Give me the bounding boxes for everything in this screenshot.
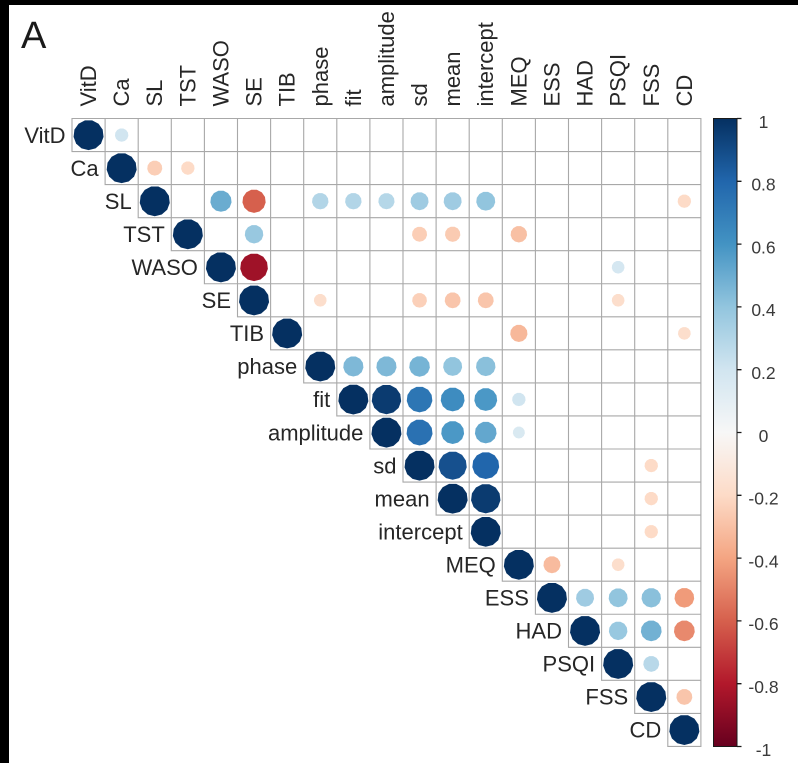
svg-text:WASO: WASO <box>131 255 197 280</box>
svg-text:ESS: ESS <box>485 586 529 611</box>
svg-text:0.4: 0.4 <box>751 300 776 320</box>
svg-text:TST: TST <box>123 222 165 247</box>
svg-text:0.8: 0.8 <box>751 175 775 195</box>
svg-text:FSS: FSS <box>585 685 628 710</box>
svg-text:fit: fit <box>313 387 330 412</box>
svg-text:amplitude: amplitude <box>268 420 363 445</box>
svg-text:PSQI: PSQI <box>606 54 631 107</box>
svg-text:Ca: Ca <box>70 156 99 181</box>
svg-text:PSQI: PSQI <box>543 652 596 677</box>
svg-text:CD: CD <box>630 718 662 743</box>
svg-text:TST: TST <box>175 65 200 107</box>
svg-text:VitD: VitD <box>24 123 65 148</box>
svg-text:mean: mean <box>440 51 465 106</box>
svg-text:A: A <box>21 15 47 57</box>
svg-text:HAD: HAD <box>516 619 562 644</box>
svg-text:-0.8: -0.8 <box>748 677 778 697</box>
svg-text:0.6: 0.6 <box>751 237 775 257</box>
svg-text:phase: phase <box>308 47 333 107</box>
svg-text:0.2: 0.2 <box>751 363 775 383</box>
svg-text:SE: SE <box>202 288 231 313</box>
svg-text:Ca: Ca <box>109 78 134 107</box>
svg-text:VitD: VitD <box>76 65 101 106</box>
svg-text:WASO: WASO <box>209 40 234 106</box>
svg-text:FSS: FSS <box>639 64 664 107</box>
svg-text:TIB: TIB <box>230 321 264 346</box>
svg-text:TIB: TIB <box>275 72 300 106</box>
svg-text:ESS: ESS <box>540 62 565 106</box>
svg-text:SL: SL <box>142 80 167 107</box>
svg-text:mean: mean <box>375 486 430 511</box>
svg-text:intercept: intercept <box>473 22 498 106</box>
svg-text:sd: sd <box>373 453 396 478</box>
svg-text:CD: CD <box>672 75 697 107</box>
svg-text:-0.2: -0.2 <box>748 489 778 509</box>
svg-text:0: 0 <box>759 426 769 446</box>
svg-text:SL: SL <box>105 189 132 214</box>
svg-text:fit: fit <box>341 89 366 106</box>
svg-text:amplitude: amplitude <box>374 11 399 106</box>
svg-text:-0.6: -0.6 <box>748 614 778 634</box>
svg-text:intercept: intercept <box>378 519 462 544</box>
svg-text:sd: sd <box>407 83 432 106</box>
svg-text:-1: -1 <box>756 740 772 760</box>
svg-text:phase: phase <box>237 354 297 379</box>
svg-text:HAD: HAD <box>573 60 598 106</box>
svg-text:MEQ: MEQ <box>506 56 531 106</box>
svg-text:MEQ: MEQ <box>446 553 496 578</box>
svg-text:-0.4: -0.4 <box>748 551 778 571</box>
svg-text:1: 1 <box>759 112 769 132</box>
svg-text:SE: SE <box>242 77 267 106</box>
